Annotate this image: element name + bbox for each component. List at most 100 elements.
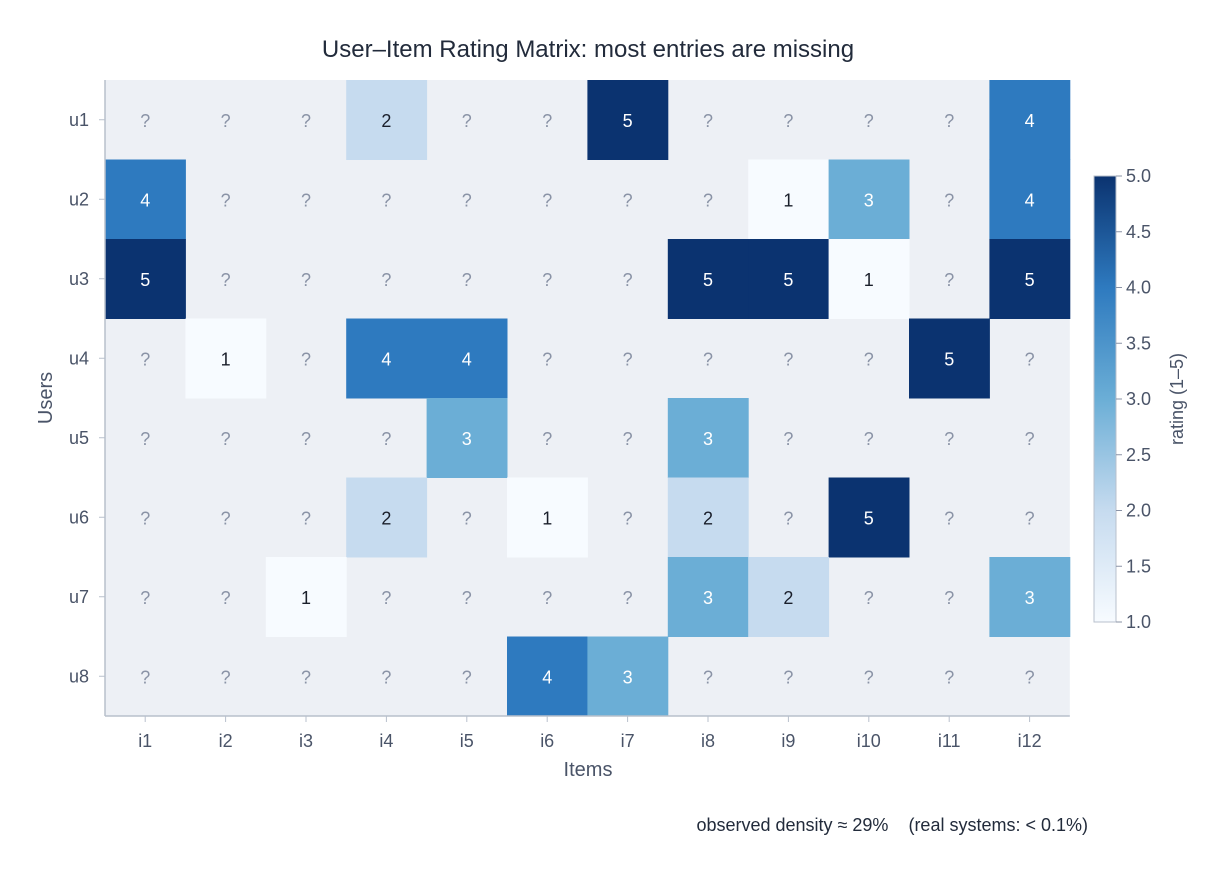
colorbar: 1.0 1.5 2.0 2.5 3.0 3.5 4.0 4.5 5.0 [1093, 166, 1151, 632]
cell-value-label: 5 [703, 270, 713, 290]
missing-cell-label: ? [301, 667, 311, 687]
cell-value-label: 4 [542, 667, 552, 687]
cell-value-label: 1 [783, 190, 793, 210]
cell-value-label: 3 [1025, 588, 1035, 608]
density-footnote: observed density ≈ 29% (real systems: < … [696, 815, 1088, 835]
heatmap-cell [909, 318, 990, 399]
missing-cell-label: ? [140, 429, 150, 449]
heatmap-cell [185, 318, 267, 399]
missing-cell-label: ? [783, 429, 793, 449]
x-axis-label: Items [564, 759, 613, 781]
heatmap-cell [989, 239, 1071, 319]
x-tick-label: i7 [621, 731, 635, 751]
missing-cell-label: ? [301, 508, 311, 528]
colorbar-tick-label: 1.5 [1126, 556, 1151, 576]
x-tick-label: i5 [460, 731, 474, 751]
y-tick-label: u6 [69, 507, 89, 527]
cell-value-label: 3 [864, 190, 874, 210]
missing-cell-label: ? [944, 588, 954, 608]
cell-value-label: 2 [381, 508, 391, 528]
cell-value-label: 3 [462, 429, 472, 449]
missing-cell-label: ? [623, 190, 633, 210]
x-tick-label: i4 [379, 731, 393, 751]
missing-cell-label: ? [703, 111, 713, 131]
cell-value-label: 3 [703, 588, 713, 608]
missing-cell-label: ? [703, 190, 713, 210]
missing-cell-label: ? [221, 429, 231, 449]
heatmap-cell [828, 239, 910, 319]
missing-cell-label: ? [381, 429, 391, 449]
colorbar-tick-label: 3.5 [1126, 333, 1151, 353]
missing-cell-label: ? [462, 508, 472, 528]
missing-cell-label: ? [140, 667, 150, 687]
missing-cell-label: ? [703, 349, 713, 369]
heatmap-cell [748, 239, 830, 319]
missing-cell-label: ? [301, 270, 311, 290]
heatmap-cell [426, 398, 508, 478]
cell-value-label: 4 [462, 349, 472, 369]
missing-cell-label: ? [944, 508, 954, 528]
missing-cell-label: ? [542, 349, 552, 369]
heatmap-cell [587, 636, 669, 717]
missing-cell-label: ? [864, 349, 874, 369]
cell-value-label: 4 [381, 349, 391, 369]
missing-cell-label: ? [462, 588, 472, 608]
missing-cell-label: ? [623, 270, 633, 290]
missing-cell-label: ? [944, 111, 954, 131]
missing-cell-label: ? [140, 111, 150, 131]
missing-cell-label: ? [783, 349, 793, 369]
missing-cell-label: ? [140, 349, 150, 369]
missing-cell-label: ? [301, 429, 311, 449]
heatmap-cell [667, 239, 749, 319]
cell-value-label: 5 [623, 111, 633, 131]
cell-value-label: 2 [783, 588, 793, 608]
colorbar-tick-label: 1.0 [1126, 612, 1151, 632]
colorbar-label: rating (1–5) [1167, 353, 1187, 445]
cell-value-label: 1 [221, 349, 231, 369]
heatmap-cell [667, 477, 749, 558]
heatmap-cell [667, 398, 749, 478]
cell-value-label: 3 [623, 667, 633, 687]
y-tick-label: u7 [69, 587, 89, 607]
missing-cell-label: ? [1025, 349, 1035, 369]
missing-cell-label: ? [944, 429, 954, 449]
missing-cell-label: ? [864, 588, 874, 608]
y-tick-label: u4 [69, 348, 89, 368]
missing-cell-label: ? [703, 667, 713, 687]
colorbar-gradient [1093, 175, 1117, 623]
missing-cell-label: ? [221, 190, 231, 210]
missing-cell-label: ? [542, 111, 552, 131]
y-axis-label: Users [35, 372, 57, 424]
missing-cell-label: ? [1025, 667, 1035, 687]
cell-value-label: 2 [703, 508, 713, 528]
missing-cell-label: ? [221, 588, 231, 608]
cell-value-label: 4 [140, 190, 150, 210]
colorbar-tick-label: 4.5 [1126, 222, 1151, 242]
cell-value-label: 4 [1025, 190, 1035, 210]
missing-cell-label: ? [381, 667, 391, 687]
missing-cell-label: ? [623, 429, 633, 449]
y-tick-label: u5 [69, 428, 89, 448]
missing-cell-label: ? [381, 270, 391, 290]
heatmap-cell [105, 239, 186, 319]
cell-value-label: 5 [783, 270, 793, 290]
missing-cell-label: ? [221, 667, 231, 687]
heatmap-cell [105, 159, 186, 240]
missing-cell-label: ? [783, 111, 793, 131]
x-tick-label: i12 [1018, 731, 1042, 751]
heatmap-cell [828, 159, 910, 240]
heatmap-cell [989, 159, 1071, 240]
x-tick-label: i9 [781, 731, 795, 751]
missing-cell-label: ? [864, 667, 874, 687]
missing-cell-label: ? [944, 190, 954, 210]
missing-cell-label: ? [462, 270, 472, 290]
missing-cell-label: ? [623, 588, 633, 608]
missing-cell-label: ? [140, 588, 150, 608]
missing-cell-label: ? [623, 349, 633, 369]
heatmap-cell [426, 318, 508, 399]
heatmap-cell [507, 636, 588, 717]
missing-cell-label: ? [542, 429, 552, 449]
missing-cell-label: ? [221, 508, 231, 528]
